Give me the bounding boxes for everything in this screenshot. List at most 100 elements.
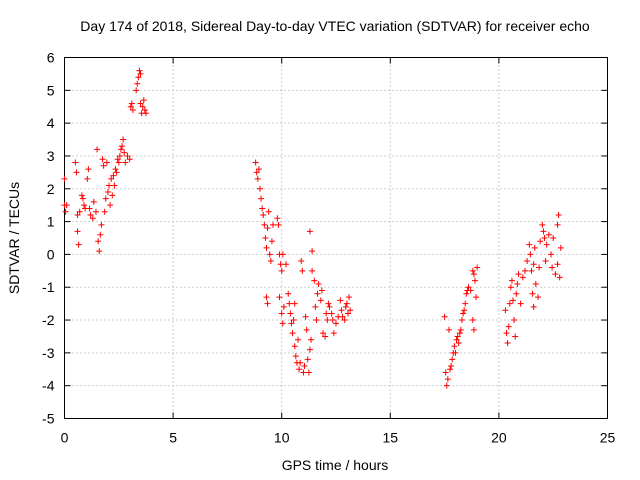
data-point (506, 300, 513, 307)
data-point (344, 310, 351, 317)
data-point (328, 310, 335, 317)
data-point (470, 271, 477, 278)
data-point (504, 340, 511, 347)
data-point (78, 192, 85, 199)
data-point (291, 300, 298, 307)
data-point (278, 267, 285, 274)
data-point (467, 287, 474, 294)
data-point (513, 290, 520, 297)
data-point (537, 238, 544, 245)
data-point (87, 212, 94, 219)
data-point (541, 235, 548, 241)
y-tick-label: -2 (42, 312, 55, 328)
data-point (457, 326, 464, 333)
data-point (103, 159, 110, 166)
data-point (115, 159, 122, 166)
data-point (465, 284, 472, 291)
data-point (109, 192, 116, 199)
data-point (254, 175, 261, 182)
data-point (279, 251, 286, 258)
y-tick-label: -5 (42, 411, 55, 427)
data-point (515, 271, 522, 278)
data-point (104, 189, 111, 196)
data-point (300, 369, 307, 376)
data-point (556, 274, 563, 281)
data-point (343, 300, 350, 307)
data-point (73, 169, 80, 176)
data-point (308, 336, 315, 343)
data-point (134, 80, 141, 87)
data-point (441, 313, 448, 320)
data-point (554, 261, 561, 268)
data-markers (61, 67, 564, 389)
data-point (303, 326, 310, 333)
y-tick-label: 2 (47, 181, 55, 197)
data-point (280, 303, 287, 310)
data-point (452, 349, 459, 356)
data-point (512, 333, 519, 340)
x-tick-label: 0 (61, 430, 69, 446)
data-point (133, 87, 140, 94)
data-point (324, 317, 331, 324)
data-point (555, 212, 562, 219)
data-point (122, 159, 129, 166)
data-point (338, 307, 345, 314)
data-point (333, 320, 339, 327)
data-point (510, 297, 517, 304)
x-tick-label: 10 (274, 430, 290, 446)
data-point (306, 228, 313, 235)
data-point (326, 303, 333, 310)
data-point (136, 67, 143, 74)
data-point (76, 208, 83, 215)
data-point (137, 100, 144, 107)
data-point (255, 166, 262, 173)
data-point (276, 294, 283, 301)
data-point (528, 267, 535, 274)
data-point (453, 336, 460, 343)
data-point (511, 317, 518, 324)
data-point (119, 143, 126, 150)
data-point (275, 221, 282, 228)
data-point (309, 267, 316, 274)
data-point (100, 162, 107, 169)
data-point (62, 208, 69, 215)
data-point (330, 330, 337, 337)
data-point (72, 159, 79, 166)
data-point (266, 251, 273, 258)
data-point (445, 326, 452, 333)
y-tick-label: 4 (47, 115, 55, 131)
data-point (455, 340, 462, 347)
data-point (111, 182, 118, 189)
data-point (114, 156, 121, 163)
data-point (121, 149, 128, 156)
plot-frame (64, 57, 608, 419)
data-point (84, 175, 91, 182)
data-point (283, 261, 290, 268)
data-point (542, 257, 549, 264)
data-point (532, 280, 539, 287)
data-point (124, 152, 131, 159)
data-point (126, 156, 133, 163)
data-point (137, 70, 144, 77)
data-point (278, 310, 285, 317)
data-point (264, 225, 271, 232)
data-point (267, 257, 274, 264)
data-point (550, 235, 557, 241)
data-point (462, 300, 469, 307)
data-point (469, 267, 476, 274)
data-point (548, 251, 555, 258)
data-point (110, 172, 117, 179)
data-point (329, 317, 336, 324)
data-point (514, 280, 521, 287)
y-tick-label: -1 (42, 279, 55, 295)
data-point (311, 277, 318, 284)
data-point (291, 343, 298, 350)
data-point (96, 248, 103, 255)
data-point (473, 294, 480, 301)
data-point (527, 251, 534, 258)
data-point (97, 231, 104, 238)
data-point (290, 317, 297, 324)
data-point (301, 362, 308, 369)
data-point (299, 267, 306, 274)
data-point (258, 195, 265, 202)
